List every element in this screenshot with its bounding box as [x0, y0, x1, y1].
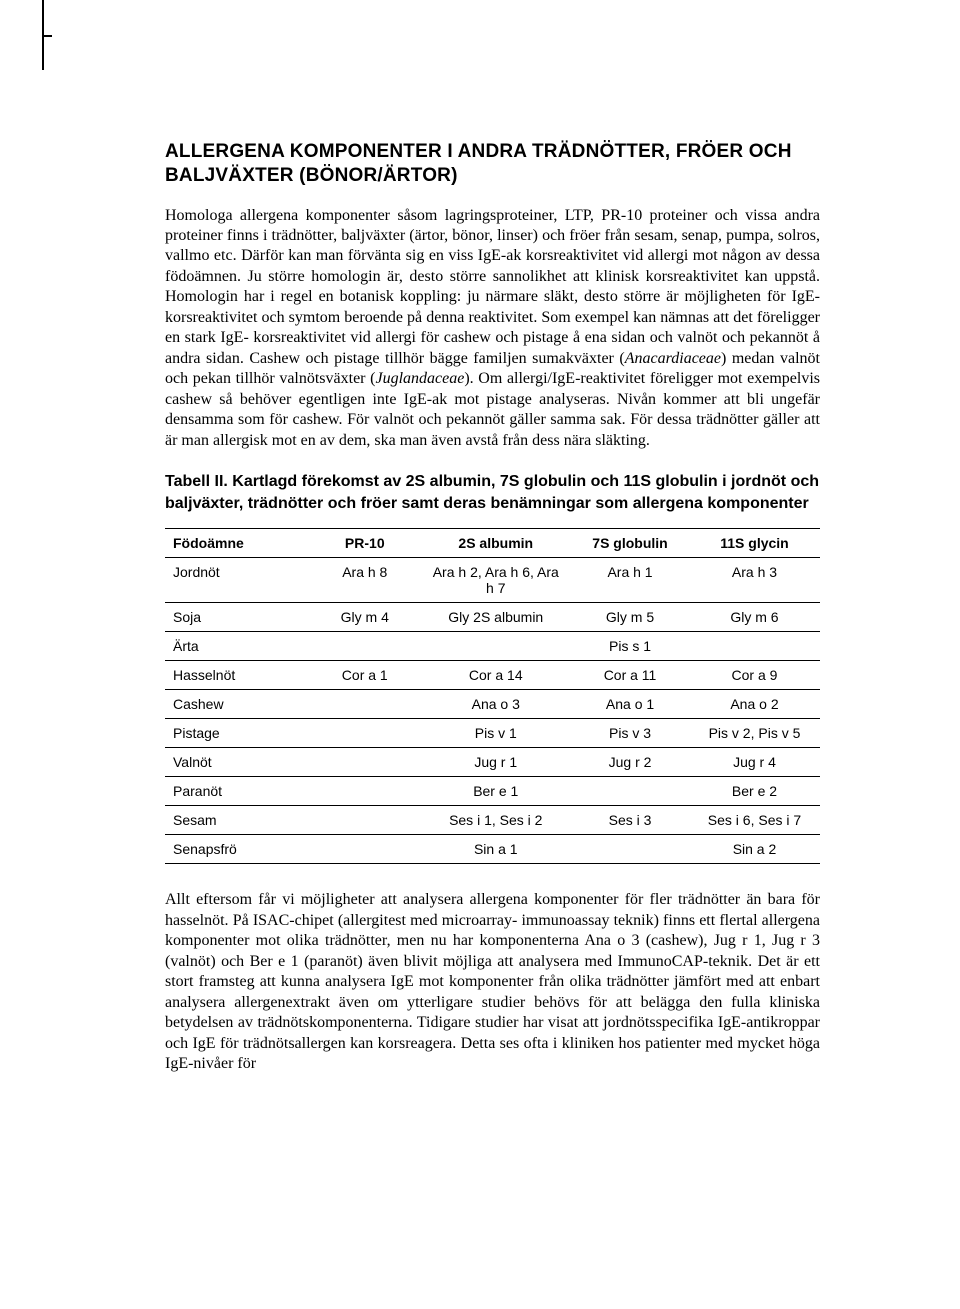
th-2s: 2S albumin	[420, 529, 571, 558]
cell: Ana o 1	[571, 690, 689, 719]
closing-paragraph: Allt eftersom får vi möjligheter att ana…	[165, 890, 820, 1074]
para1-pre: Homologa allergena komponenter såsom lag…	[165, 207, 820, 367]
cell	[689, 632, 820, 661]
cell: Ber e 2	[689, 777, 820, 806]
cell	[309, 748, 420, 777]
cell: Gly m 6	[689, 603, 820, 632]
cell	[309, 806, 420, 835]
cell: Jug r 4	[689, 748, 820, 777]
cell	[309, 835, 420, 864]
table-body: JordnötAra h 8Ara h 2, Ara h 6, Ara h 7A…	[165, 558, 820, 864]
intro-paragraph: Homologa allergena komponenter såsom lag…	[165, 206, 820, 452]
allergen-table: Födoämne PR-10 2S albumin 7S globulin 11…	[165, 528, 820, 864]
table-title: Tabell II. Kartlagd förekomst av 2S albu…	[165, 471, 820, 514]
cell: Pis v 3	[571, 719, 689, 748]
table-row: Cashew Ana o 3Ana o 1Ana o 2	[165, 690, 820, 719]
cell	[571, 835, 689, 864]
cell: Sin a 2	[689, 835, 820, 864]
th-food: Födoämne	[165, 529, 309, 558]
cell: Ara h 3	[689, 558, 820, 603]
cell: Ses i 6, Ses i 7	[689, 806, 820, 835]
cell: Paranöt	[165, 777, 309, 806]
cell: Ara h 2, Ara h 6, Ara h 7	[420, 558, 571, 603]
document-page: ALLERGENA KOMPONENTER I ANDRA TRÄDNÖTTER…	[0, 0, 960, 1309]
cell	[309, 632, 420, 661]
cell: Ara h 8	[309, 558, 420, 603]
cell	[309, 777, 420, 806]
table-row: HasselnötCor a 1Cor a 14Cor a 11Cor a 9	[165, 661, 820, 690]
cell: Ses i 3	[571, 806, 689, 835]
cell	[309, 690, 420, 719]
cell: Jug r 2	[571, 748, 689, 777]
table-row: JordnötAra h 8Ara h 2, Ara h 6, Ara h 7A…	[165, 558, 820, 603]
table-row: Pistage Pis v 1Pis v 3Pis v 2, Pis v 5	[165, 719, 820, 748]
cell: Cor a 11	[571, 661, 689, 690]
table-header-row: Födoämne PR-10 2S albumin 7S globulin 11…	[165, 529, 820, 558]
cell	[571, 777, 689, 806]
cell: Sin a 1	[420, 835, 571, 864]
section-heading: ALLERGENA KOMPONENTER I ANDRA TRÄDNÖTTER…	[165, 140, 820, 188]
cell: Pis v 2, Pis v 5	[689, 719, 820, 748]
cell: Ara h 1	[571, 558, 689, 603]
cell: Ana o 2	[689, 690, 820, 719]
cell: Cor a 9	[689, 661, 820, 690]
th-pr10: PR-10	[309, 529, 420, 558]
table-row: SojaGly m 4Gly 2S albuminGly m 5Gly m 6	[165, 603, 820, 632]
th-7s: 7S globulin	[571, 529, 689, 558]
table-row: Senapsfrö Sin a 1 Sin a 2	[165, 835, 820, 864]
cell: Cor a 1	[309, 661, 420, 690]
cell: Jug r 1	[420, 748, 571, 777]
table-row: Valnöt Jug r 1Jug r 2Jug r 4	[165, 748, 820, 777]
cell: Jordnöt	[165, 558, 309, 603]
cell: Senapsfrö	[165, 835, 309, 864]
table-row: Paranöt Ber e 1 Ber e 2	[165, 777, 820, 806]
cell: Cor a 14	[420, 661, 571, 690]
cell: Gly m 4	[309, 603, 420, 632]
th-11s: 11S glycin	[689, 529, 820, 558]
cell	[420, 632, 571, 661]
para1-em1: Anacardiaceae	[625, 350, 721, 367]
cell: Gly 2S albumin	[420, 603, 571, 632]
cell: Ses i 1, Ses i 2	[420, 806, 571, 835]
table-row: Sesam Ses i 1, Ses i 2Ses i 3Ses i 6, Ses…	[165, 806, 820, 835]
cell: Ana o 3	[420, 690, 571, 719]
cell: Pis v 1	[420, 719, 571, 748]
cell: Pistage	[165, 719, 309, 748]
cell: Gly m 5	[571, 603, 689, 632]
cell: Cashew	[165, 690, 309, 719]
cell: Hasselnöt	[165, 661, 309, 690]
cell: Valnöt	[165, 748, 309, 777]
table-row: Ärta Pis s 1	[165, 632, 820, 661]
cell: Soja	[165, 603, 309, 632]
cell: Sesam	[165, 806, 309, 835]
cell: Ber e 1	[420, 777, 571, 806]
cell: Ärta	[165, 632, 309, 661]
crop-mark-tick	[42, 35, 52, 37]
para1-em2: Juglandaceae	[375, 370, 464, 387]
cell: Pis s 1	[571, 632, 689, 661]
cell	[309, 719, 420, 748]
